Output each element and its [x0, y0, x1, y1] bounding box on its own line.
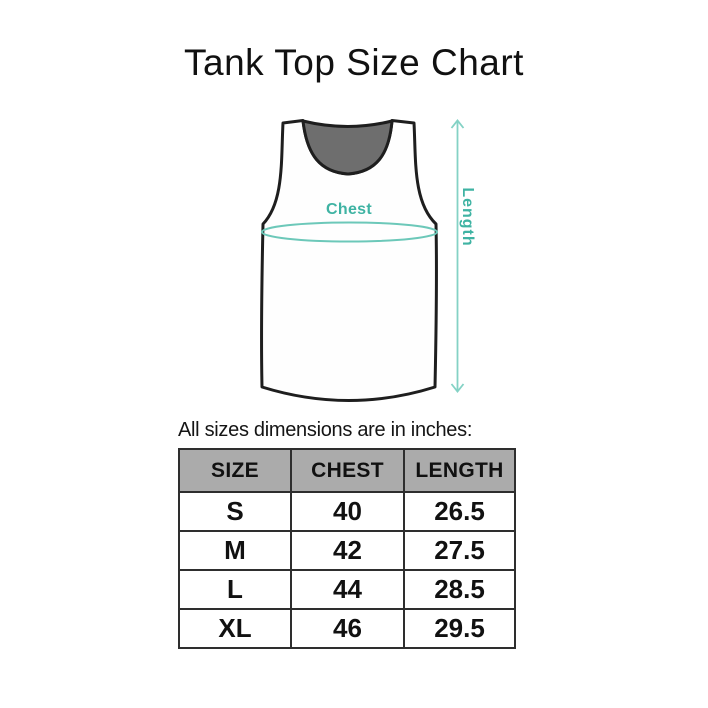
header-length: LENGTH: [403, 448, 516, 493]
header-size: SIZE: [178, 448, 292, 493]
cell-length: 26.5: [403, 491, 516, 532]
neckline: [301, 119, 394, 176]
cell-chest: 46: [290, 608, 405, 649]
cell-length: 29.5: [403, 608, 516, 649]
arrow-up-icon: [450, 119, 465, 129]
table-row: S 40 26.5: [178, 491, 516, 532]
cell-chest: 40: [290, 491, 405, 532]
chest-ellipse: [261, 221, 438, 243]
cell-chest: 44: [290, 569, 405, 610]
size-table: SIZE CHEST LENGTH S 40 26.5 M 42 27.5 L …: [178, 448, 516, 649]
chest-measure-label: Chest: [326, 201, 372, 218]
cell-length: 28.5: [403, 569, 516, 610]
table-header-row: SIZE CHEST LENGTH: [178, 448, 516, 493]
cell-size: M: [178, 530, 292, 571]
arrow-down-icon: [450, 383, 465, 393]
table-row: L 44 28.5: [178, 569, 516, 610]
table-row: M 42 27.5: [178, 530, 516, 571]
cell-size: L: [178, 569, 292, 610]
tank-top-outline: [260, 119, 438, 402]
header-chest: CHEST: [290, 448, 405, 493]
length-measure-label: Length: [459, 187, 476, 247]
table-row: XL 46 29.5: [178, 608, 516, 649]
cell-length: 27.5: [403, 530, 516, 571]
cell-size: XL: [178, 608, 292, 649]
page-title: Tank Top Size Chart: [184, 42, 524, 83]
cell-chest: 42: [290, 530, 405, 571]
cell-size: S: [178, 491, 292, 532]
units-note: All sizes dimensions are in inches:: [178, 419, 473, 441]
